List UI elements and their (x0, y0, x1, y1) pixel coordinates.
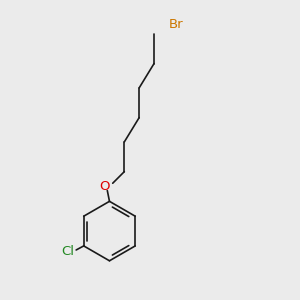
Text: Br: Br (169, 18, 184, 31)
Text: Cl: Cl (61, 245, 74, 258)
Text: O: O (99, 180, 110, 193)
